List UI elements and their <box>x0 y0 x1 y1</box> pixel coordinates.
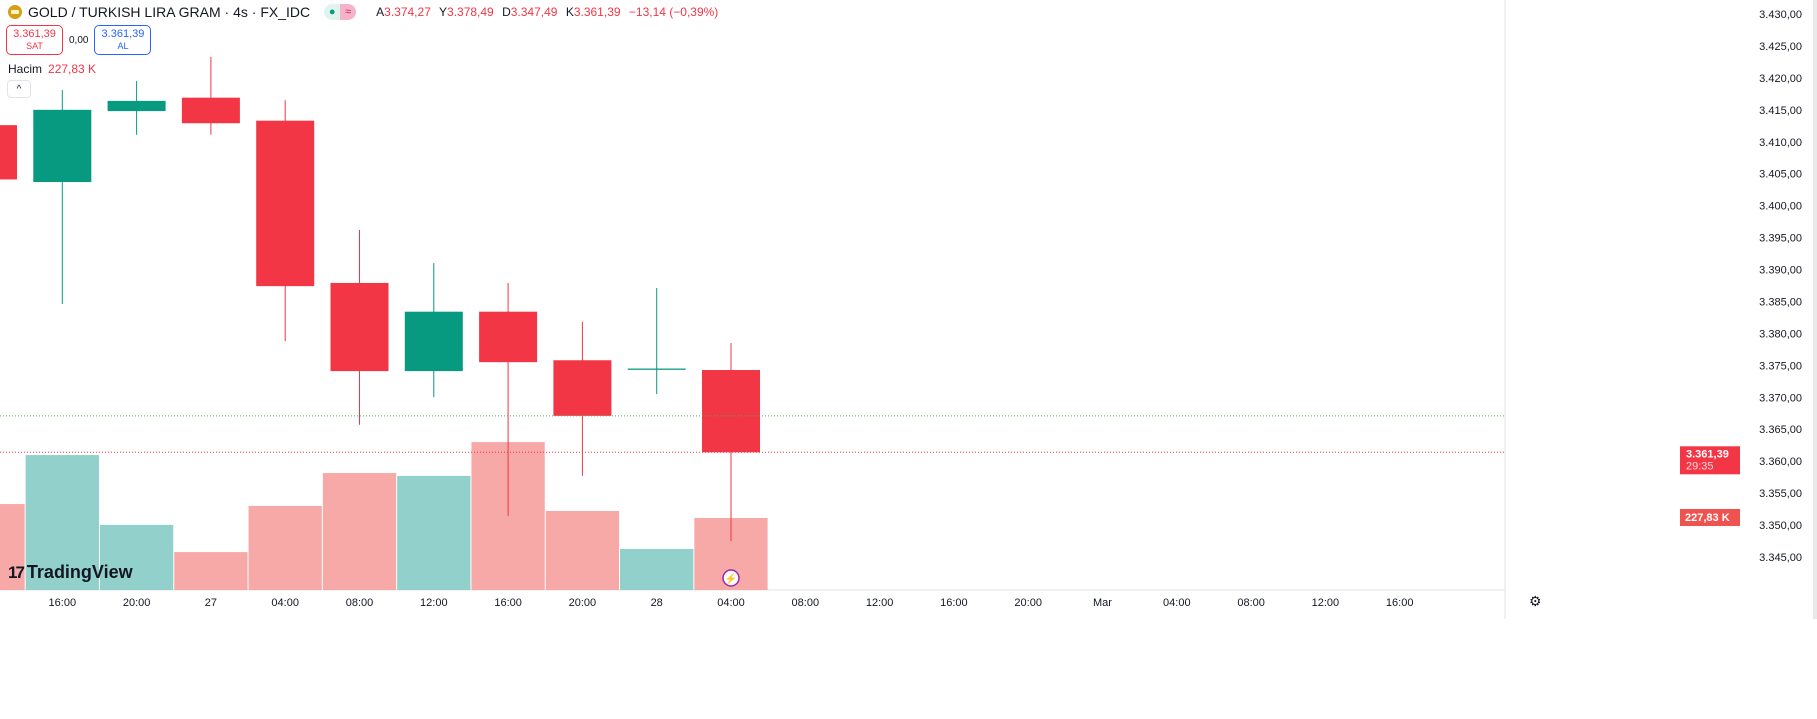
price-tick-label: 3.425,00 <box>1759 41 1802 53</box>
time-tick-label: 20:00 <box>569 597 597 609</box>
candle-body <box>330 282 389 372</box>
buy-label: AL <box>117 41 129 51</box>
price-tick-label: 3.395,00 <box>1759 233 1802 245</box>
time-tick-label: 04:00 <box>717 597 745 609</box>
volume-bar <box>99 524 174 590</box>
time-tick-label: 20:00 <box>1014 597 1042 609</box>
time-tick-label: 08:00 <box>792 597 820 609</box>
gold-symbol-icon <box>8 5 22 19</box>
time-tick-label: 28 <box>651 597 663 609</box>
price-tick-label: 3.380,00 <box>1759 328 1802 340</box>
time-tick-label: Mar <box>1093 597 1112 609</box>
change-value: −13,14 (−0,39%) <box>628 5 719 19</box>
candle-body <box>479 311 538 363</box>
candle-body <box>702 370 760 453</box>
spread-value: 0,00 <box>69 34 89 46</box>
lightning-icon: ⚡ <box>725 572 737 585</box>
price-tick-label: 3.415,00 <box>1759 105 1802 117</box>
sell-price: 3.361,39 <box>13 28 56 40</box>
volume-legend[interactable]: Hacim 227,83 K <box>8 62 96 76</box>
last-volume-label: 227,83 K <box>1685 512 1730 524</box>
time-tick-label: 12:00 <box>420 597 448 609</box>
price-tick-label: 3.345,00 <box>1759 552 1802 564</box>
price-tick-label: 3.365,00 <box>1759 424 1802 436</box>
symbol-title[interactable]: GOLD / TURKISH LIRA GRAM · 4s · FX_IDC <box>28 4 311 20</box>
last-price-badge <box>1680 446 1740 475</box>
price-tick-label: 3.400,00 <box>1759 201 1802 213</box>
open-key: A <box>376 5 385 19</box>
open-value: 3.374,27 <box>384 5 431 19</box>
volume-bar <box>25 455 99 590</box>
time-tick-label: 08:00 <box>346 597 374 609</box>
volume-bar <box>397 475 471 590</box>
close-value: 3.361,39 <box>573 5 621 19</box>
buy-button[interactable]: 3.361,39 AL <box>94 25 152 55</box>
candle-body <box>0 125 17 180</box>
volume-value: 227,83 K <box>48 62 97 76</box>
sell-label: SAT <box>26 41 43 51</box>
low-value: 3.347,49 <box>510 5 558 19</box>
price-tick-label: 3.420,00 <box>1759 73 1802 85</box>
time-tick-label: 16:00 <box>940 597 968 609</box>
volume-bar <box>322 473 397 590</box>
time-tick-label: 20:00 <box>123 597 151 609</box>
price-tick-label: 3.405,00 <box>1759 169 1802 181</box>
candle-body <box>553 360 612 416</box>
high-value: 3.378,49 <box>447 5 494 19</box>
market-status-pill[interactable]: ● ≈ <box>324 4 357 20</box>
settings-gear-icon[interactable]: ⚙ <box>1529 593 1542 609</box>
volume-bar <box>0 504 25 590</box>
candle-body <box>33 109 92 183</box>
price-tick-label: 3.385,00 <box>1759 296 1802 308</box>
time-tick-label: 08:00 <box>1237 597 1265 609</box>
time-tick-label: 04:00 <box>1163 597 1191 609</box>
last-volume-badge <box>1680 509 1740 526</box>
candle-body <box>404 311 463 372</box>
time-tick-label: 16:00 <box>1386 597 1414 609</box>
candle-body <box>256 120 315 287</box>
volume-bar <box>545 510 620 590</box>
chevron-up-icon: ^ <box>16 83 22 95</box>
delayed-data-icon: ≈ <box>340 4 357 20</box>
price-tick-label: 3.375,00 <box>1759 360 1802 372</box>
candle-body <box>627 368 686 370</box>
time-tick-label: 12:00 <box>866 597 894 609</box>
tradingview-logo[interactable]: 17 TradingView <box>8 562 133 583</box>
price-tick-label: 3.390,00 <box>1759 265 1802 277</box>
event-marker-icon <box>722 569 740 587</box>
close-key: K <box>565 5 574 19</box>
collapse-legend-button[interactable]: ^ <box>7 80 31 98</box>
time-tick-label: 04:00 <box>271 597 299 609</box>
time-tick-label: 16:00 <box>49 597 77 609</box>
candle-body <box>181 97 240 124</box>
high-key: Y <box>439 5 448 19</box>
volume-bar <box>620 548 694 590</box>
volume-label: Hacim <box>8 62 43 76</box>
price-tick-label: 3.370,00 <box>1759 392 1802 404</box>
time-tick-label: 12:00 <box>1312 597 1340 609</box>
price-scale-scrollbar[interactable] <box>1813 0 1817 619</box>
price-chart[interactable]: 3.430,00 3.425,00 3.420,00 3.415,00 3.410,00… <box>0 0 1817 619</box>
volume-bar <box>174 552 248 590</box>
sell-button[interactable]: 3.361,39 SAT <box>6 25 63 55</box>
price-tick-label: 3.360,00 <box>1759 456 1802 468</box>
buy-price: 3.361,39 <box>101 28 145 40</box>
low-key: D <box>502 5 511 19</box>
price-tick-label: 3.430,00 <box>1759 9 1802 21</box>
bar-countdown: 29:35 <box>1686 460 1714 472</box>
time-tick-label: 16:00 <box>494 597 522 609</box>
tradingview-wordmark: TradingView <box>26 562 133 582</box>
market-open-icon: ● <box>324 4 341 20</box>
last-price-label: 3.361,39 <box>1686 448 1729 460</box>
ohlc-values: A3.374,27 Y3.378,49 D3.347,49 K3.361,39 … <box>376 5 723 19</box>
symbol-legend: GOLD / TURKISH LIRA GRAM · 4s · FX_IDC ●… <box>8 4 723 20</box>
candle-body <box>107 100 166 112</box>
price-tick-label: 3.355,00 <box>1759 488 1802 500</box>
tradingview-mark-icon: 17 <box>8 562 25 582</box>
time-tick-label: 27 <box>205 597 217 609</box>
price-tick-label: 3.410,00 <box>1759 137 1802 149</box>
trade-buttons: 3.361,39 SAT 0,00 3.361,39 AL <box>6 25 152 55</box>
volume-bar <box>248 505 322 590</box>
price-tick-label: 3.350,00 <box>1759 520 1802 532</box>
